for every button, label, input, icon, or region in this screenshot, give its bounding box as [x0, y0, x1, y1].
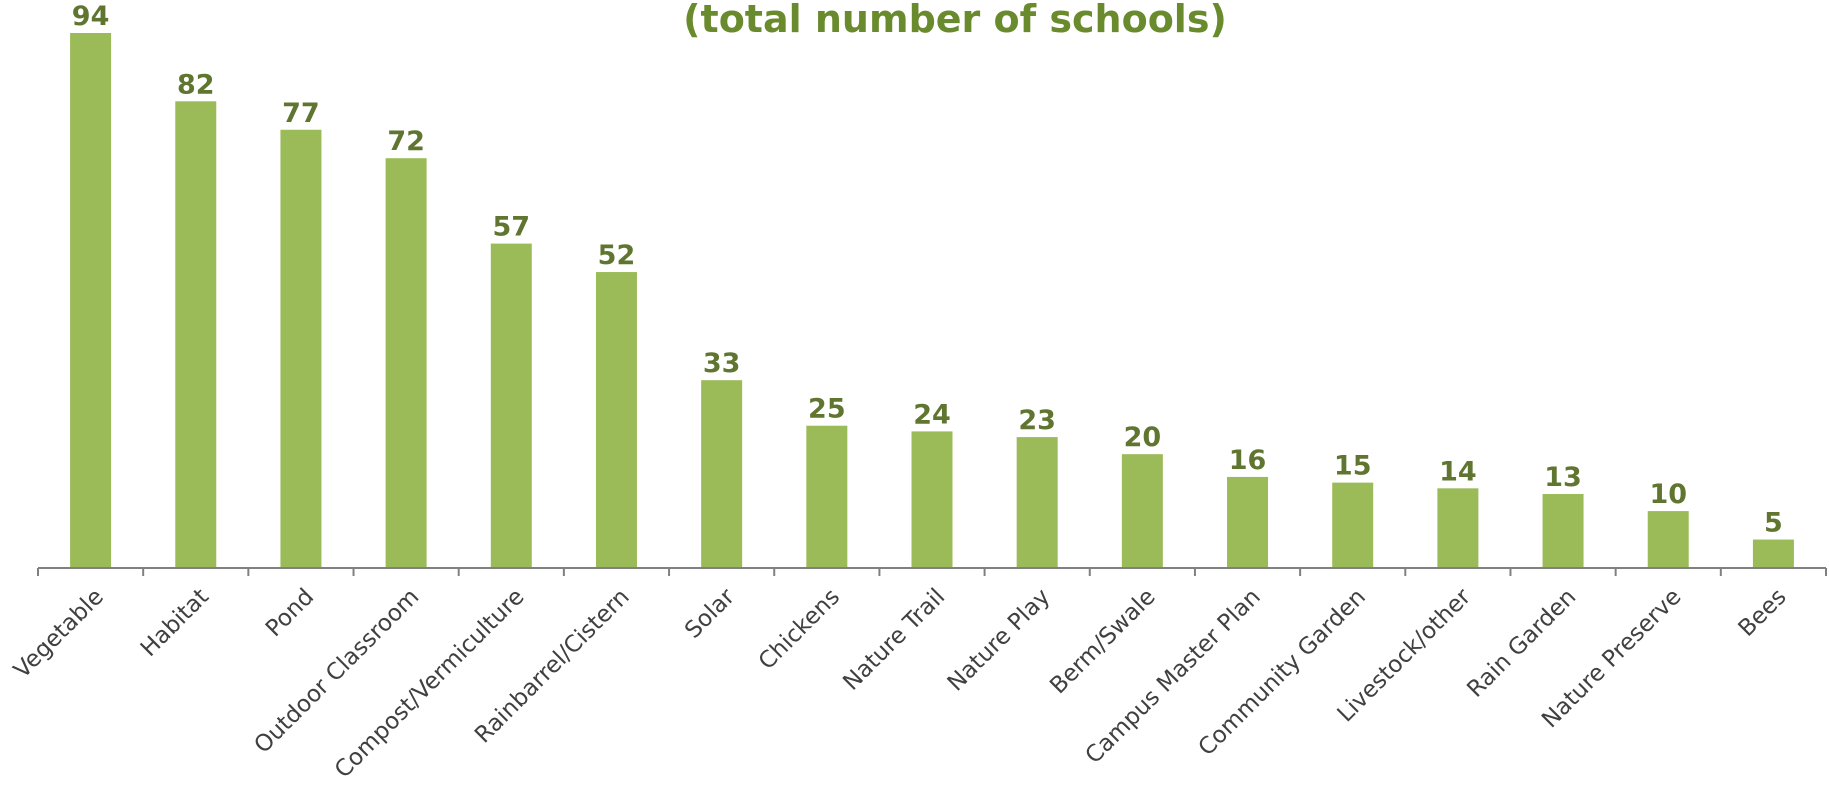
bar-vegetable: [70, 33, 112, 568]
data-label: 33: [703, 348, 741, 379]
data-label: 20: [1124, 422, 1162, 453]
data-label: 24: [913, 399, 951, 430]
data-label: 13: [1544, 462, 1582, 493]
bar-outdoor-classroom: [385, 158, 427, 568]
category-label: Compost/Vermiculture: [330, 584, 530, 784]
category-label: Solar: [680, 583, 740, 643]
bar-rain-garden: [1542, 494, 1584, 568]
data-label: 94: [72, 1, 110, 32]
category-label: Pond: [261, 584, 319, 642]
bar-pond: [280, 129, 322, 569]
category-label: Chickens: [754, 584, 845, 675]
bar-nature-play: [1016, 437, 1058, 568]
data-label: 5: [1764, 508, 1783, 539]
bars-group: [70, 33, 1794, 569]
bar-solar: [701, 380, 743, 568]
chart-title: (total number of schools): [683, 0, 1227, 41]
bar-berm-swale: [1121, 454, 1163, 568]
bar-livestock-other: [1437, 488, 1479, 568]
data-label: 10: [1649, 479, 1687, 510]
category-label: Bees: [1734, 584, 1792, 642]
bar-rainbarrel-cistern: [595, 272, 637, 568]
category-label: Habitat: [136, 584, 214, 662]
category-label: Nature Play: [943, 584, 1056, 697]
data-label: 52: [598, 240, 636, 271]
category-label: Rain Garden: [1462, 584, 1581, 703]
value-labels-group: 94 82 77 72 57 52 33 25 24 23 20 16 15 14 13 10 5: [72, 1, 1783, 539]
x-axis: [37, 567, 1827, 576]
data-label: 16: [1229, 445, 1267, 476]
data-label: 25: [808, 394, 846, 425]
data-label: 23: [1018, 405, 1056, 436]
data-label: 72: [387, 126, 425, 157]
category-label: Nature Trail: [838, 584, 950, 696]
category-label: Campus Master Plan: [1081, 584, 1266, 769]
bar-chickens: [806, 425, 848, 568]
category-label: Vegetable: [9, 584, 109, 684]
bar-nature-trail: [911, 431, 953, 568]
bar-bees: [1752, 539, 1794, 568]
category-label: Berm/Swale: [1045, 584, 1160, 699]
data-label: 77: [282, 98, 320, 129]
data-label: 57: [493, 212, 531, 243]
bar-nature-preserve: [1647, 511, 1689, 568]
bar-campus-master-plan: [1227, 476, 1269, 568]
data-label: 82: [177, 69, 215, 100]
bar-community-garden: [1332, 482, 1374, 568]
bar-compost-vermiculture: [490, 243, 532, 568]
data-label: 15: [1334, 451, 1372, 482]
data-label: 14: [1439, 456, 1477, 487]
bar-habitat: [175, 101, 217, 568]
